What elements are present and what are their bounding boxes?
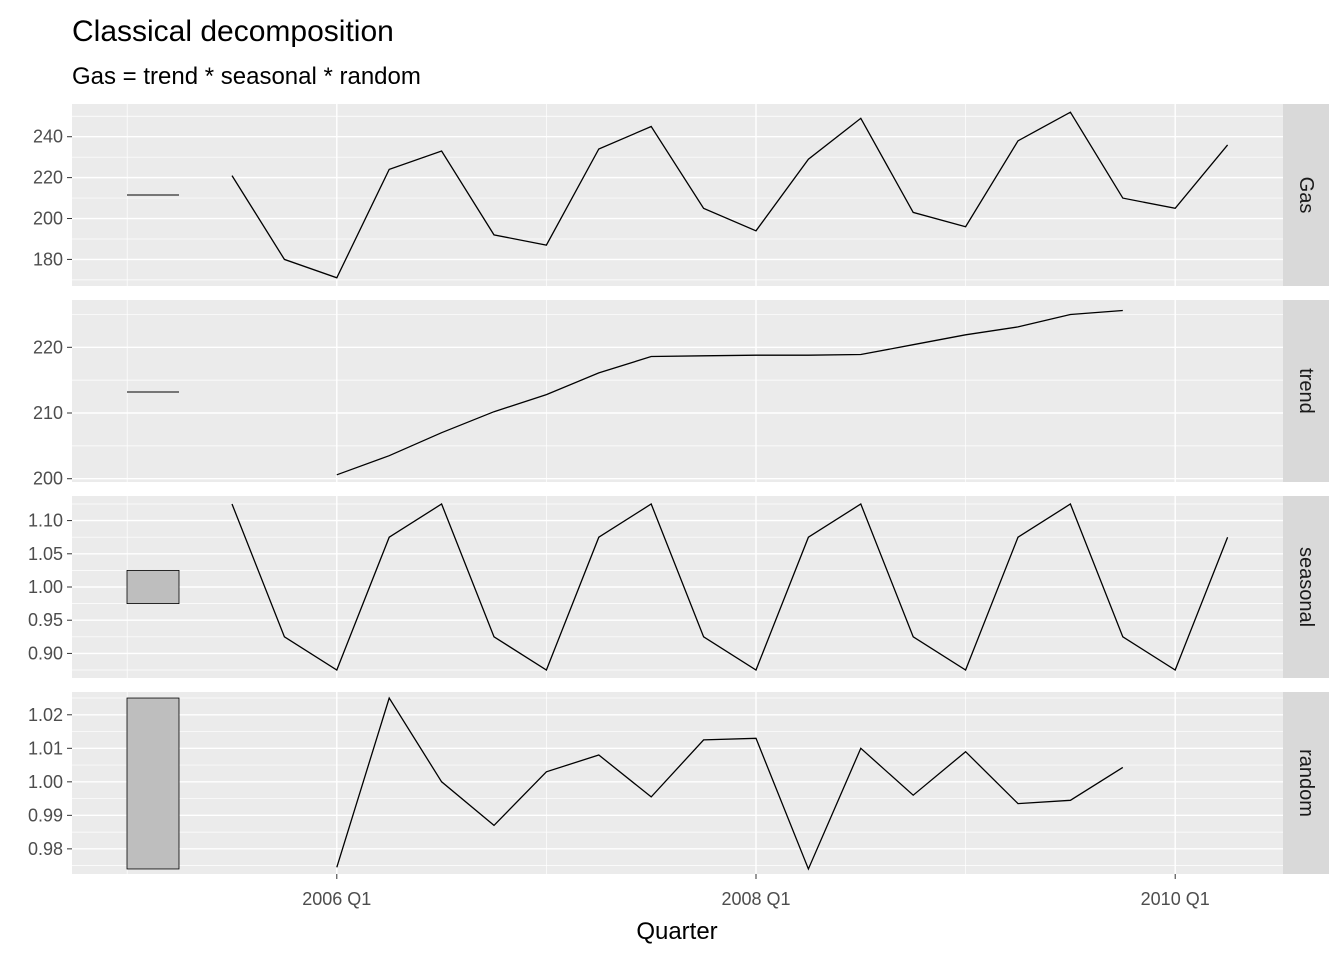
y-tick-label: 200	[33, 209, 63, 229]
strip-label: Gas	[1295, 177, 1317, 214]
strip-label: trend	[1295, 368, 1317, 414]
y-tick-label: 1.10	[28, 511, 63, 531]
y-tick-label: 0.90	[28, 643, 63, 663]
series-line-Gas	[231, 111, 1229, 279]
y-tick-label: 210	[33, 403, 63, 423]
panel-background	[72, 104, 1283, 286]
panel-seasonal: 0.90 0.95 1.00 1.05 1.10 seasonal	[28, 496, 1329, 678]
y-tick-label: 220	[33, 168, 63, 188]
series-line-random	[336, 696, 1124, 871]
x-tick-label: 2008 Q1	[721, 889, 790, 909]
y-tick-label: 1.00	[28, 577, 63, 597]
panel-random: 0.98 0.99 1.00 1.01 1.02 random	[28, 692, 1329, 874]
panel-background	[72, 692, 1283, 874]
series-line-seasonal	[231, 503, 1229, 671]
y-tick-label: 1.05	[28, 544, 63, 564]
strip-trend	[1283, 300, 1329, 482]
strip-label: seasonal	[1295, 547, 1317, 627]
y-tick-label: 200	[33, 469, 63, 489]
series-line-trend	[336, 309, 1123, 476]
panel-trend: 200 210 220 trend	[33, 300, 1329, 489]
panel-background	[72, 300, 1283, 482]
facet-panels: 180 200 220 240 Gas 200 210 220 trend 0.90 0.95 1.0…	[28, 104, 1329, 874]
y-tick-label: 220	[33, 337, 63, 357]
y-tick-label: 0.95	[28, 610, 63, 630]
y-tick-label: 0.98	[28, 839, 63, 859]
chart-subtitle: Gas = trend * seasonal * random	[72, 63, 421, 90]
y-tick-label: 240	[33, 127, 63, 147]
strip-label: random	[1295, 749, 1317, 817]
range-bar	[126, 569, 180, 605]
x-axis-title: Quarter	[636, 918, 717, 945]
strip-Gas	[1283, 104, 1329, 286]
y-tick-label: 1.02	[28, 705, 63, 725]
range-bar	[126, 697, 180, 870]
x-axis: 2006 Q1 2008 Q1 2010 Q1	[302, 874, 1210, 909]
chart-title: Classical decomposition	[72, 15, 394, 48]
y-tick-label: 180	[33, 249, 63, 269]
panel-Gas: 180 200 220 240 Gas	[33, 104, 1329, 286]
strip-seasonal	[1283, 496, 1329, 678]
y-tick-label: 0.99	[28, 805, 63, 825]
x-tick-label: 2006 Q1	[302, 889, 371, 909]
y-tick-label: 1.01	[28, 738, 63, 758]
strip-random	[1283, 692, 1329, 874]
y-tick-label: 1.00	[28, 772, 63, 792]
x-tick-label: 2010 Q1	[1141, 889, 1210, 909]
